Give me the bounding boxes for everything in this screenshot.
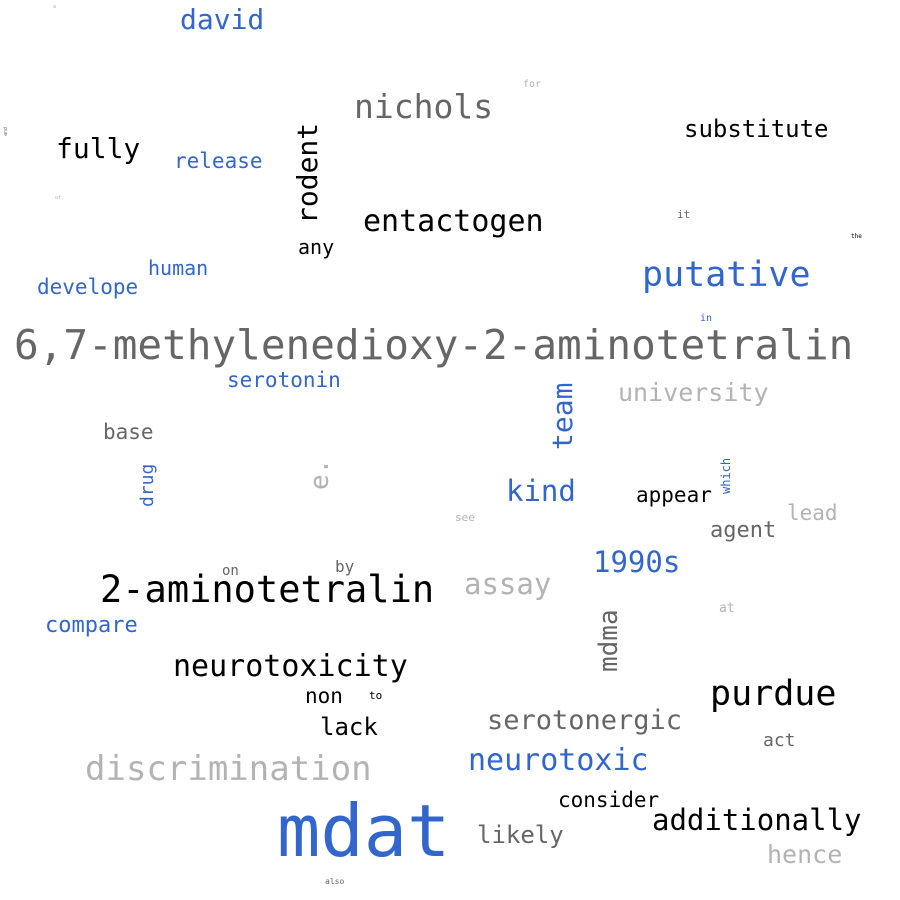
word: e. xyxy=(305,458,335,490)
word: entactogen xyxy=(363,204,544,239)
word: rodent xyxy=(291,122,324,224)
word: agent xyxy=(710,518,777,543)
word: kind xyxy=(506,474,576,508)
word: of xyxy=(55,195,62,201)
word: by xyxy=(335,557,355,576)
word: and xyxy=(3,126,9,136)
word: appear xyxy=(636,483,712,507)
word: it xyxy=(677,208,691,221)
word: any xyxy=(298,235,335,259)
word: develope xyxy=(37,275,139,299)
word: compare xyxy=(45,613,138,638)
word: lead xyxy=(787,501,838,525)
word: hence xyxy=(767,840,843,869)
word: the xyxy=(851,233,862,240)
word: 2-aminotetralin xyxy=(100,568,435,611)
word: see xyxy=(455,511,475,524)
word: in xyxy=(700,313,713,324)
word: david xyxy=(180,3,265,36)
word: a xyxy=(53,4,57,10)
word: base xyxy=(103,420,154,444)
word: act xyxy=(763,730,796,751)
word: lack xyxy=(320,713,378,741)
word: on xyxy=(222,563,239,579)
word: 1990s xyxy=(593,545,681,579)
word: mdma xyxy=(594,609,624,672)
word: neurotoxic xyxy=(468,743,649,778)
word: team xyxy=(546,382,579,450)
word: substitute xyxy=(684,115,829,143)
word: which xyxy=(719,457,733,494)
word: nichols xyxy=(354,87,494,126)
word: discrimination xyxy=(85,749,372,789)
word: serotonergic xyxy=(487,705,683,736)
word: human xyxy=(148,256,209,280)
word: university xyxy=(618,378,769,407)
word: release xyxy=(174,149,263,173)
word: for xyxy=(523,79,542,90)
word: likely xyxy=(477,821,564,849)
word: putative xyxy=(642,255,811,295)
word: at xyxy=(719,601,735,616)
word: 6,7-methylenedioxy-2-aminotetralin xyxy=(14,321,854,369)
word: fully xyxy=(56,132,141,165)
word: additionally xyxy=(652,803,862,837)
word: mdat xyxy=(277,789,451,873)
word: purdue xyxy=(710,674,837,714)
word: serotonin xyxy=(227,368,341,392)
word: drug xyxy=(137,463,158,507)
word: neurotoxicity xyxy=(173,649,408,684)
word: consider xyxy=(558,788,660,812)
word: assay xyxy=(464,567,552,601)
word: to xyxy=(369,689,383,702)
word: also xyxy=(325,877,345,886)
word: non xyxy=(305,684,343,708)
